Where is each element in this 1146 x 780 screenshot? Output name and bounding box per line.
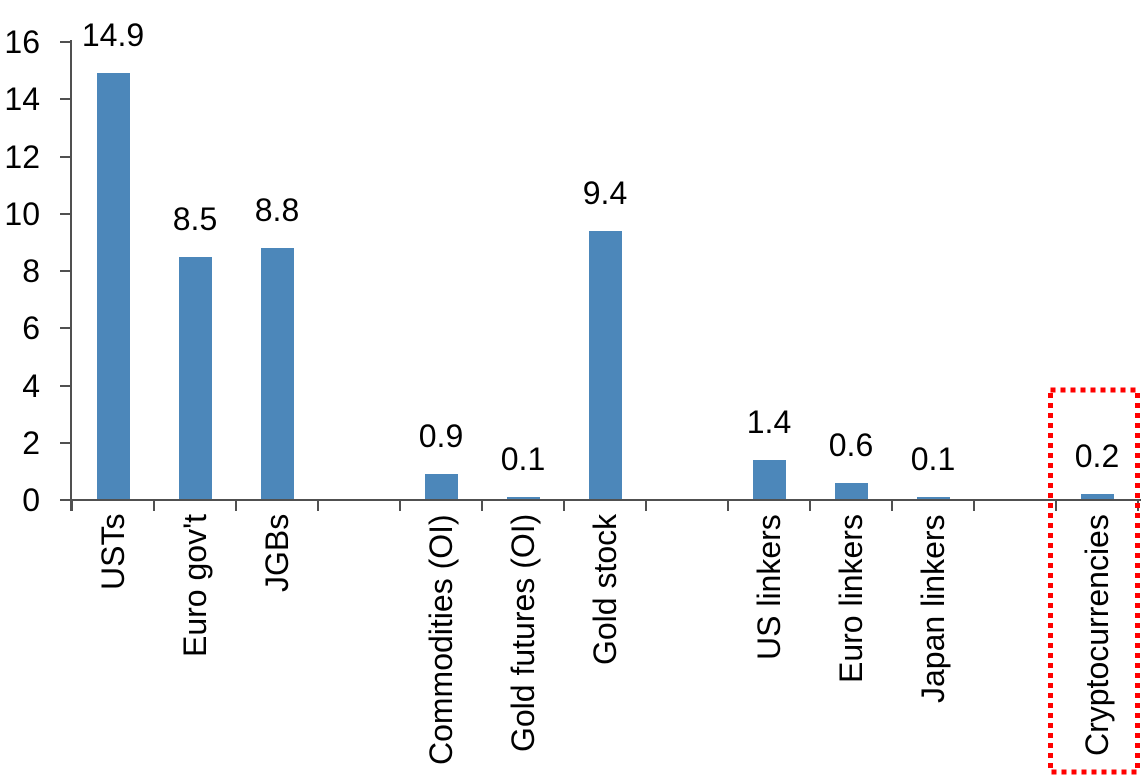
bar-value-label: 0.2 [1074,438,1120,475]
bar [424,474,458,500]
x-axis-category-label: Euro linkers [833,514,869,683]
x-axis-category-label: JGBs [259,514,295,593]
x-axis-tick [727,500,729,511]
bar-value-label: 1.4 [746,403,792,440]
x-axis-tick [235,500,237,511]
x-axis-tick [153,500,155,511]
x-axis-tick [891,500,893,511]
bar-value-label: 8.5 [172,200,218,237]
x-axis-tick [399,500,401,511]
bar [588,230,622,500]
bar-value-label: 0.9 [418,418,464,455]
bar [96,73,130,500]
y-axis-line [70,40,72,511]
y-axis-tick [60,41,71,43]
y-axis-tick-label: 4 [22,367,40,404]
bar [916,497,950,500]
x-axis-category-label: Gold futures (OI) [505,514,541,753]
x-axis-tick [563,500,565,511]
x-axis-line [70,499,1141,501]
x-axis-tick [809,500,811,511]
y-axis-tick-label: 2 [22,424,40,461]
bar-value-label: 0.1 [500,441,546,478]
x-axis-category-label: Commodities (OI) [423,514,459,765]
y-axis-tick-label: 12 [4,138,40,175]
x-axis-category-label: Japan linkers [915,514,951,703]
y-axis-tick-label: 0 [22,482,40,518]
bar [178,256,212,500]
y-axis-tick [60,155,71,158]
x-axis-tick [973,500,975,511]
x-axis-tick [481,500,483,511]
bar [506,497,540,500]
x-axis-category-label: US linkers [751,514,787,660]
bar-value-label: 14.9 [81,17,145,54]
bar [752,459,786,500]
y-axis-tick-label: 8 [22,253,40,289]
x-axis-tick [1137,500,1139,511]
y-axis-tick [60,212,71,215]
y-axis-tick-label: 14 [4,81,40,118]
x-axis-category-label: Cryptocurrencies [1079,514,1115,756]
x-axis-category-label: Euro gov't [177,514,213,658]
y-axis-tick [60,384,71,387]
y-axis-tick-label: 16 [4,24,40,60]
x-axis-category-label: Gold stock [587,514,623,666]
y-axis-tick-label: 10 [4,195,40,232]
bar-value-label: 8.8 [254,192,300,229]
x-axis-tick [71,500,73,511]
bar-value-label: 9.4 [582,174,628,211]
y-axis-tick [60,98,71,101]
bar [834,482,868,500]
y-axis-tick [60,441,71,444]
x-axis-tick [1055,500,1057,511]
bar [260,248,294,500]
y-axis-tick [60,270,71,272]
x-axis-tick [645,500,647,511]
x-axis-tick [317,500,319,511]
bar-value-label: 0.1 [910,441,956,478]
y-axis-tick-label: 6 [22,310,40,347]
y-axis-tick [60,499,71,501]
bar-value-label: 0.6 [828,426,874,463]
x-axis-category-label: USTs [95,514,131,591]
y-axis-tick [60,327,71,330]
